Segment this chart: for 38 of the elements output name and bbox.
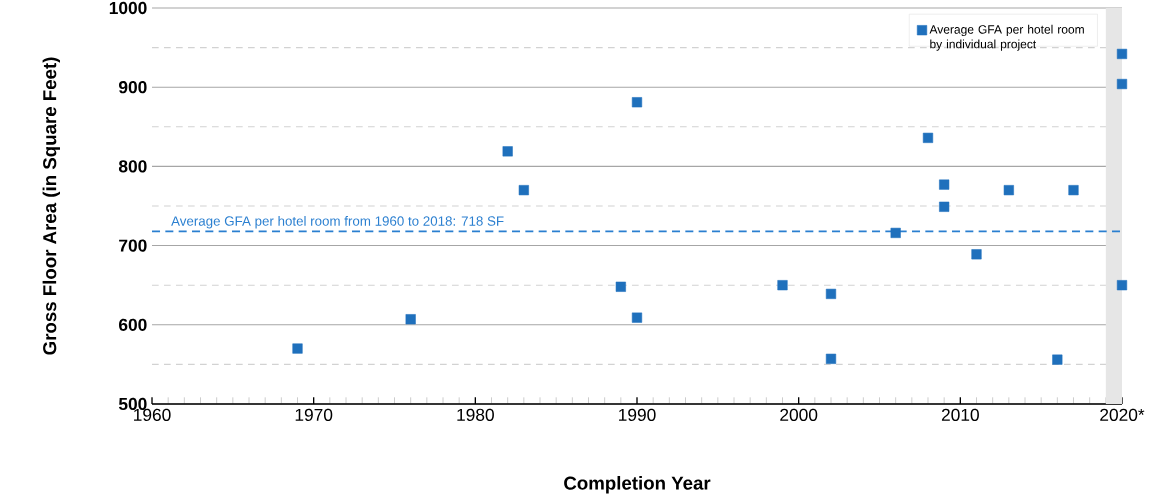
- point: [1116, 78, 1128, 90]
- point: [971, 249, 982, 260]
- point: [631, 312, 643, 323]
- legend-label: Average GFA per hotel room by individual project: [929, 24, 1084, 51]
- point: [1116, 48, 1128, 59]
- point: [615, 281, 626, 292]
- y-tick-label: 700: [119, 239, 147, 252]
- x-tick-label: 2020*: [1100, 408, 1145, 421]
- point: [502, 146, 513, 157]
- point: [1116, 280, 1128, 291]
- point: [922, 132, 934, 143]
- point: [825, 288, 837, 299]
- point: [777, 280, 788, 291]
- x-tick-label: 1980: [457, 408, 494, 421]
- point: [890, 227, 901, 238]
- point: [1052, 354, 1063, 365]
- point: [939, 179, 950, 190]
- point: [1068, 185, 1079, 196]
- x-axis-title: Completion Year: [564, 476, 711, 494]
- point: [631, 97, 643, 108]
- x-tick-label: 2010: [941, 408, 979, 421]
- x-tick-label: 1970: [295, 408, 333, 421]
- point: [518, 185, 529, 196]
- point: [1003, 185, 1014, 196]
- point: [939, 201, 950, 212]
- x-tick-label: 2000: [780, 408, 818, 421]
- y-tick-label: 500: [118, 397, 147, 411]
- y-tick-label: 800: [118, 160, 147, 173]
- point: [405, 314, 416, 325]
- point: [825, 353, 837, 364]
- point: [292, 343, 303, 354]
- y-axis-title: Gross Floor Area (in Square Feet): [42, 57, 60, 355]
- x-tick-label: 1990: [619, 408, 656, 421]
- ref-line-label: Average GFA per hotel room from 1960 to 2018: 718 SF: [171, 215, 504, 229]
- y-tick-label: 600: [119, 318, 147, 331]
- y-tick-label: 1000: [109, 1, 147, 15]
- x-tick-label: 1960: [134, 408, 171, 421]
- y-tick-label: 900: [118, 81, 147, 94]
